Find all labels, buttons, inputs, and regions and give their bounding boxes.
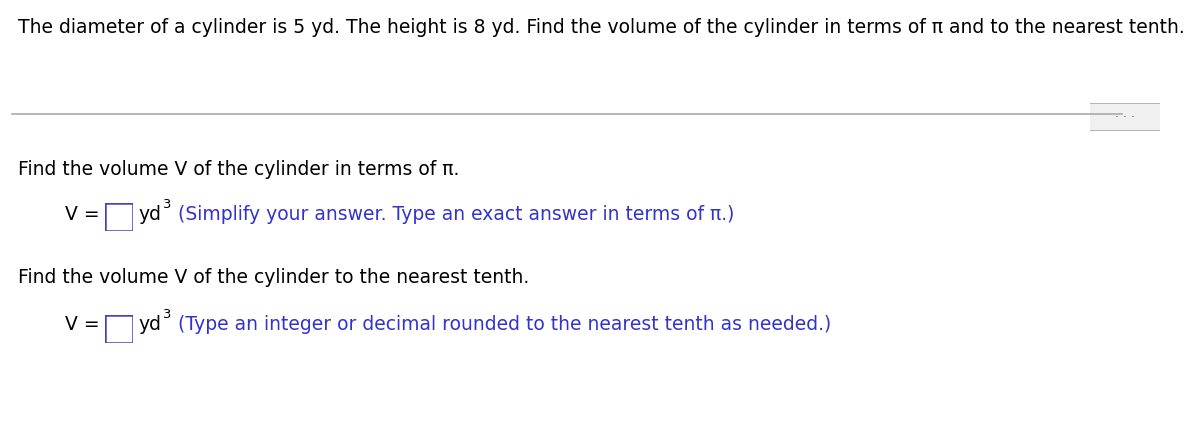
Text: 3: 3 bbox=[162, 198, 170, 211]
Text: Find the volume V of the cylinder to the nearest tenth.: Find the volume V of the cylinder to the… bbox=[18, 267, 529, 286]
Text: Find the volume V of the cylinder in terms of π.: Find the volume V of the cylinder in ter… bbox=[18, 159, 460, 179]
Text: yd: yd bbox=[138, 205, 161, 223]
Text: (Type an integer or decimal rounded to the nearest tenth as needed.): (Type an integer or decimal rounded to t… bbox=[178, 314, 832, 333]
FancyBboxPatch shape bbox=[1088, 104, 1162, 132]
Text: · · ·: · · · bbox=[1115, 111, 1135, 124]
Text: V =: V = bbox=[65, 314, 106, 333]
Text: V =: V = bbox=[65, 205, 106, 223]
Text: (Simplify your answer. Type an exact answer in terms of π.): (Simplify your answer. Type an exact ans… bbox=[178, 205, 734, 223]
Text: 3: 3 bbox=[162, 307, 170, 320]
FancyBboxPatch shape bbox=[106, 315, 133, 343]
Text: The diameter of a cylinder is 5 yd. The height is 8 yd. Find the volume of the c: The diameter of a cylinder is 5 yd. The … bbox=[18, 18, 1184, 37]
Text: yd: yd bbox=[138, 314, 161, 333]
FancyBboxPatch shape bbox=[106, 204, 133, 231]
